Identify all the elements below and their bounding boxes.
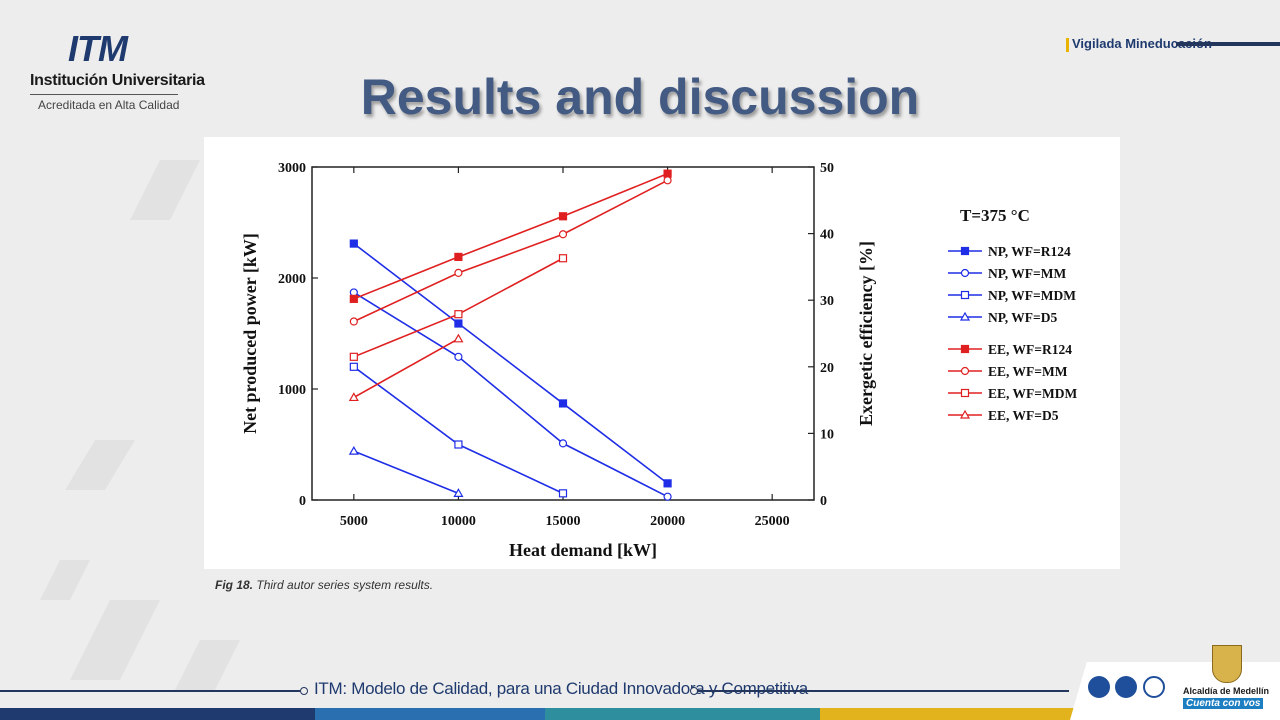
- x-tick-label: 10000: [441, 514, 476, 529]
- cuenta-con-vos-label: Cuenta con vos: [1183, 698, 1264, 709]
- data-point: [454, 440, 463, 449]
- footer-color-bars: [0, 708, 1080, 720]
- series-line-8: [353, 338, 459, 399]
- y-left-axis-label: Net produced power [kW]: [240, 233, 260, 434]
- x-tick-label: 25000: [755, 514, 790, 529]
- x-axis-label: Heat demand [kW]: [509, 540, 657, 560]
- x-tick-label: 15000: [546, 514, 581, 529]
- data-point: [454, 319, 463, 328]
- medellin-shield-icon: [1212, 645, 1242, 683]
- footer-bar-2: [315, 708, 545, 720]
- y-right-tick-label: 40: [820, 228, 834, 243]
- y-right-tick-label: 20: [820, 361, 834, 376]
- footer-dot-left: [300, 687, 308, 695]
- footer-bar-1: [0, 708, 315, 720]
- logo-mark: ITM: [68, 28, 128, 69]
- series-line-3: [353, 366, 564, 495]
- chart-annotation: T=375 °C: [960, 206, 1030, 225]
- data-point: [558, 230, 568, 239]
- footer-bar-4: [820, 708, 1080, 720]
- legend-entry: NP, WF=R124: [988, 244, 1071, 259]
- caption-label: Fig 18.: [215, 578, 254, 592]
- vigilada-bar: [1176, 42, 1280, 46]
- data-point: [453, 488, 464, 497]
- footer-rule-left: [0, 690, 300, 692]
- legend-entry: NP, WF=MM: [988, 266, 1066, 281]
- certification-icon: [1143, 676, 1165, 698]
- series-line-5: [353, 172, 668, 300]
- legend-entry: EE, WF=MM: [988, 364, 1068, 379]
- figure-caption: Fig 18. Third autor series system result…: [215, 578, 433, 592]
- series-line-1: [353, 242, 669, 484]
- data-point: [348, 445, 359, 455]
- data-point: [558, 399, 568, 408]
- data-point: [663, 479, 672, 488]
- footer-slogan: ITM: Modelo de Calidad, para una Ciudad …: [314, 679, 808, 698]
- data-point: [454, 268, 463, 277]
- chart-panel: 5000 10000 15000 20000 25000 0 1000 2000 3000 0 10…: [204, 137, 1120, 569]
- data-point: [349, 362, 358, 371]
- legend-entry: NP, WF=MDM: [988, 288, 1076, 303]
- y-right-tick-label: 30: [820, 294, 834, 309]
- y-right-axis-label: Exergetic efficiency [%]: [856, 241, 876, 426]
- legend-entry: NP, WF=D5: [988, 310, 1057, 325]
- y-right-tick-label: 50: [820, 161, 834, 176]
- certification-icon: [1088, 676, 1110, 698]
- certification-icon: [1115, 676, 1137, 698]
- y-right-tick-label: 10: [820, 427, 834, 442]
- data-point: [349, 239, 358, 248]
- data-point: [453, 333, 464, 343]
- alcaldia-label: Alcaldía de Medellín: [1183, 686, 1270, 696]
- institution-name: Institución Universitaria: [30, 72, 205, 89]
- data-point: [558, 439, 568, 448]
- y-right-tick-label: 0: [820, 494, 827, 509]
- legend-marker: [959, 311, 971, 321]
- y-left-tick-label: 0: [299, 494, 306, 509]
- data-point: [663, 169, 672, 178]
- data-point: [558, 212, 568, 221]
- data-point: [663, 176, 672, 185]
- logo-divider: [30, 94, 178, 95]
- data-point: [348, 392, 359, 402]
- vigilada-accent: [1066, 38, 1069, 52]
- data-point: [349, 352, 358, 361]
- legend-marker: [960, 344, 970, 354]
- slide-title: Results and discussion: [360, 69, 920, 125]
- legend-entry: EE, WF=D5: [988, 408, 1059, 423]
- legend-marker: [960, 268, 970, 278]
- legend-marker: [959, 409, 971, 419]
- data-point: [454, 310, 463, 319]
- data-point: [349, 294, 358, 303]
- series-line-6: [353, 179, 668, 323]
- footer-dot-right: [690, 687, 698, 695]
- legend-marker: [960, 290, 970, 300]
- caption-text: Third autor series system results.: [256, 578, 434, 592]
- footer-rule-right: [697, 690, 1069, 692]
- accreditation-text: Acreditada en Alta Calidad: [38, 98, 180, 112]
- data-point: [663, 492, 672, 501]
- vigilada-label: Vigilada Mineducación: [1072, 36, 1212, 51]
- chart-svg: 5000 10000 15000 20000 25000 0 1000 2000 3000 0 10…: [240, 161, 1077, 560]
- y-left-tick-label: 3000: [278, 161, 306, 176]
- data-point: [558, 254, 568, 263]
- y-left-tick-label: 2000: [278, 272, 306, 287]
- legend-entry: EE, WF=R124: [988, 342, 1072, 357]
- itm-logo: ITM Institución Universitaria Acreditada…: [28, 24, 205, 120]
- legend-marker: [960, 246, 970, 256]
- data-point: [558, 489, 568, 498]
- series-line-2: [353, 291, 668, 498]
- legend-entry: EE, WF=MDM: [988, 386, 1077, 401]
- series-line-4: [353, 450, 459, 495]
- x-tick-label: 20000: [650, 514, 685, 529]
- x-tick-label: 5000: [340, 514, 368, 529]
- footer-bar-3: [545, 708, 820, 720]
- legend-marker: [960, 388, 970, 398]
- data-point: [349, 317, 358, 326]
- data-point: [454, 252, 463, 262]
- legend-marker: [960, 366, 970, 376]
- y-left-tick-label: 1000: [278, 383, 306, 398]
- data-point: [454, 352, 463, 361]
